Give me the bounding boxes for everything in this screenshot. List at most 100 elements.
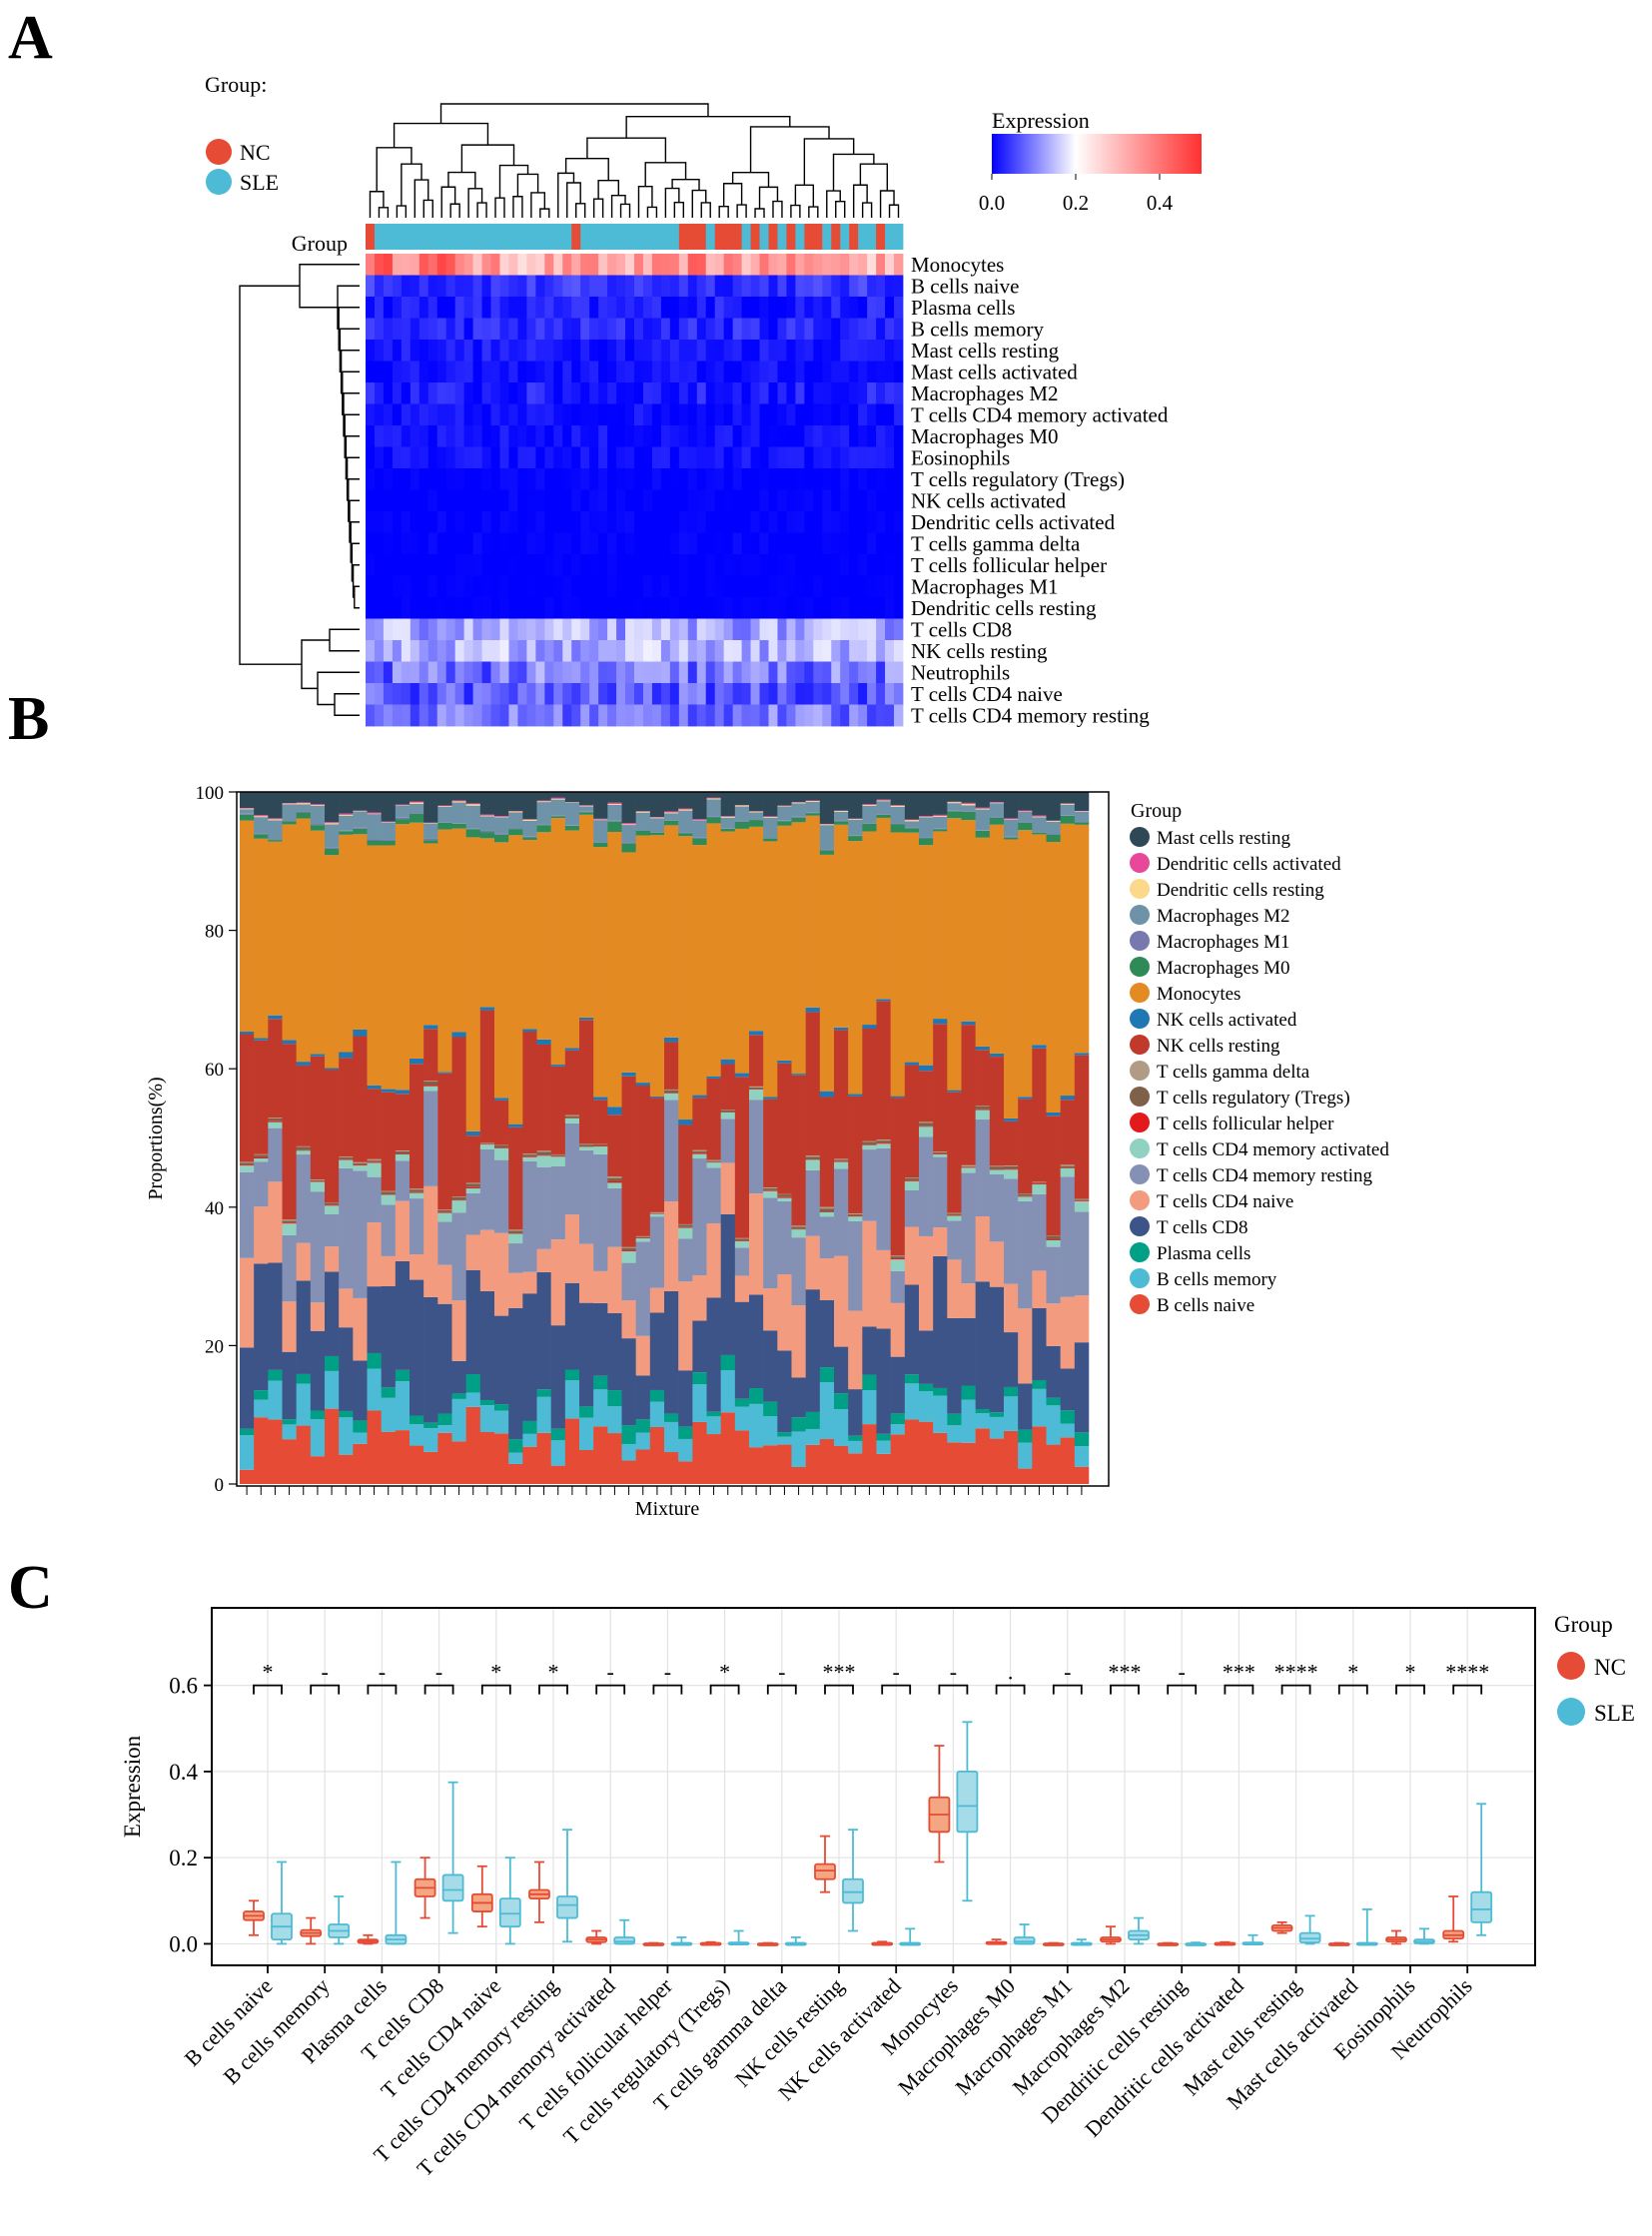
heatmap-cell xyxy=(894,661,904,684)
group-cell xyxy=(598,224,608,250)
stacked-bar-segment xyxy=(550,797,566,799)
heatmap-cell xyxy=(580,403,590,426)
stacked-bar-segment xyxy=(437,805,452,807)
heatmap-cell xyxy=(589,661,599,684)
heatmap-cell xyxy=(750,704,760,727)
stacked-bar-segment xyxy=(848,1213,863,1214)
heatmap-cell xyxy=(580,275,590,298)
heatmap-cell xyxy=(553,446,563,469)
heatmap-cell xyxy=(571,532,581,555)
group-cell xyxy=(418,224,429,250)
group-cell xyxy=(750,224,760,250)
stacked-bar-segment xyxy=(749,1031,764,1036)
stacked-bar-segment xyxy=(933,1227,948,1256)
heatmap-cell xyxy=(885,575,895,598)
heatmap-cell xyxy=(535,704,545,727)
stacked-bar-segment xyxy=(423,1081,438,1086)
significance-bracket xyxy=(538,1684,568,1695)
dendrogram-branch xyxy=(397,206,406,218)
heatmap-cell xyxy=(490,489,500,512)
stacked-bar-segment xyxy=(423,843,438,1026)
heatmap-cell xyxy=(526,511,536,533)
heatmap-cell xyxy=(410,403,420,426)
heatmap-cell xyxy=(831,468,841,490)
stacked-bar-segment xyxy=(834,1255,849,1347)
stacked-bar-segment xyxy=(635,1235,651,1237)
heatmap-cell xyxy=(876,318,886,341)
heatmap-cell xyxy=(598,532,608,555)
stacked-bar-segment xyxy=(536,1155,551,1167)
stacked-bar-segment xyxy=(536,792,551,801)
stacked-bar-segment xyxy=(1046,1444,1061,1484)
stacked-bar-segment xyxy=(1004,1165,1019,1166)
stacked-bar-segment xyxy=(353,1432,368,1444)
stacked-bar-segment xyxy=(791,1075,806,1226)
heatmap-cell xyxy=(366,254,376,276)
stacked-bar-segment xyxy=(254,1417,269,1484)
heatmap-cell xyxy=(768,318,778,341)
heatmap-cell xyxy=(463,683,473,705)
heatmap-cell xyxy=(454,318,465,341)
stacked-bar-segment xyxy=(975,1046,991,1051)
heatmap-cell xyxy=(634,275,644,298)
heatmap-cell xyxy=(786,361,796,383)
heatmap-cell xyxy=(526,640,536,662)
stacked-legend-label: T cells CD4 naive xyxy=(1157,1191,1293,1212)
heatmap-cell xyxy=(383,575,394,598)
heatmap-cell xyxy=(642,575,653,598)
stacked-bar-segment xyxy=(395,1150,411,1151)
heatmap-cell xyxy=(777,318,787,341)
stacked-plot-frame xyxy=(236,791,1110,1487)
heatmap-cell xyxy=(687,704,698,727)
stacked-bar-segment xyxy=(720,1412,736,1484)
heatmap-cell xyxy=(687,446,698,469)
heatmap-row-label: Eosinophils xyxy=(911,445,1010,469)
heatmap-cell xyxy=(598,468,608,490)
heatmap-cell xyxy=(885,704,895,727)
heatmap-cell xyxy=(598,275,608,298)
stacked-bar-segment xyxy=(367,1089,382,1159)
dendrogram-branch xyxy=(377,148,412,192)
heatmap-cell xyxy=(795,575,805,598)
stacked-bar-segment xyxy=(465,792,481,804)
heatmap-cell xyxy=(804,403,814,426)
stacked-bar-segment xyxy=(862,1390,877,1425)
stacked-bar-segment xyxy=(1060,1176,1076,1297)
heatmap-cell xyxy=(418,382,429,404)
stacked-bar-segment xyxy=(904,1177,920,1180)
heatmap-cell xyxy=(696,382,707,404)
heatmap-cell xyxy=(777,683,787,705)
heatmap-cell xyxy=(401,618,412,641)
heatmap-cell xyxy=(517,361,527,383)
stacked-bar-segment xyxy=(692,1095,707,1099)
heatmap-cell xyxy=(427,275,438,298)
heatmap-cell xyxy=(795,446,805,469)
stacked-bar-segment xyxy=(437,1221,452,1265)
heatmap-cell xyxy=(392,318,403,341)
stacked-bar-segment xyxy=(296,1150,312,1155)
stacked-bar-segment xyxy=(437,1425,452,1433)
stacked-bar-segment xyxy=(325,1408,340,1484)
stacked-bar-segment xyxy=(720,831,736,1060)
stacked-bar-segment xyxy=(734,1077,750,1238)
significance-label: * xyxy=(263,1660,274,1685)
heatmap-cell xyxy=(634,361,644,383)
heatmap-cell xyxy=(526,425,536,447)
heatmap-cell xyxy=(634,640,644,662)
stacked-bar-segment xyxy=(706,1411,721,1417)
box-iqr xyxy=(1470,1890,1493,1923)
stacked-bar-segment xyxy=(607,1115,622,1177)
heatmap-cell xyxy=(634,382,644,404)
stacked-bar-segment xyxy=(692,1098,707,1150)
heatmap-cell xyxy=(427,554,438,576)
stacked-bar-segment xyxy=(734,1301,750,1399)
stacked-bar-segment xyxy=(635,1083,651,1086)
heatmap-cell xyxy=(553,640,563,662)
stacked-bar-segment xyxy=(805,1428,821,1445)
heatmap-cell xyxy=(678,382,689,404)
heatmap-cell xyxy=(517,275,527,298)
stacked-bar-segment xyxy=(975,1281,991,1409)
heatmap-cell xyxy=(401,340,412,362)
heatmap-cell xyxy=(580,297,590,319)
stacked-bar-segment xyxy=(240,1435,255,1470)
